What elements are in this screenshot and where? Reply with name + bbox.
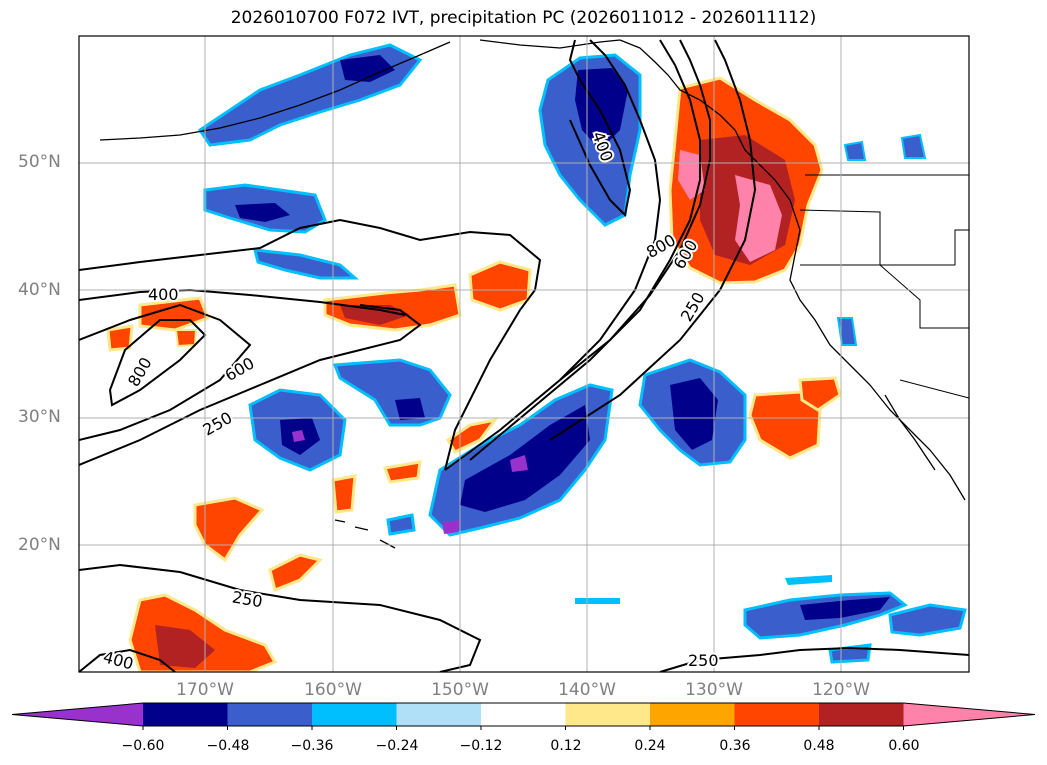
map-title: 2026010700 F072 IVT, precipitation PC (2… [230,8,817,28]
bc-negative-small-2 [900,133,927,159]
contour-label: 250 [231,587,264,611]
lat-label-20: 20°N [18,535,61,555]
contour-250-west-lower [79,304,422,466]
colorbar-segment [819,703,904,726]
contour-se-250 [659,646,969,672]
state-line-1 [799,209,881,265]
colorbar-tick-label: 0.12 [550,738,582,754]
graticule [79,36,969,672]
mid-positive-patch [468,260,532,312]
map-content: 400 800 600 250 800 600 250 400 250 400 … [79,36,969,673]
colorbar [11,702,1036,730]
contour-label: 800 [124,354,156,390]
colorbar-segment [396,703,482,726]
central-negative-patch [332,358,452,427]
colorbar-tick-label: −0.24 [375,738,419,754]
contour-label: 250 [677,289,709,325]
subtropical-purple-2 [442,520,460,534]
state-line-3 [879,264,969,329]
colorbar-tick-label: −0.48 [206,738,250,754]
sw-small-negative [386,513,416,536]
west-positive-patch-2 [106,324,134,352]
contour-label: 400 [148,285,179,304]
s-positive-patch-2 [268,553,323,593]
contour-label: 600 [222,353,258,385]
negative-precip-patches [197,43,967,664]
contour-jet-4 [568,39,632,218]
north-america-coast [619,39,966,501]
lon-label-130w: 130°W [685,680,743,700]
hawaii-islands [334,519,396,549]
aleutian-core-negative [340,55,395,82]
east-core-patch [670,378,718,450]
lon-label-120w: 120°W [812,680,870,700]
mexico-border [899,379,969,399]
political-boundaries [799,174,969,399]
contour-600 [79,303,252,441]
s-positive-patch-3 [331,474,357,514]
contour-jet-east [549,39,757,441]
contour-jet-1 [444,39,711,471]
south-core-patch [155,625,215,668]
contour-jet-2 [469,39,701,461]
state-line-4 [954,229,969,265]
coastlines [99,39,966,549]
contour-label: 250 [688,651,719,670]
pnw-max-patch [735,175,782,262]
baja-coast [884,394,936,471]
gulf-alaska-core-patch [575,68,628,150]
se-negative-2 [888,603,967,637]
lon-label-150w: 150°W [431,680,489,700]
subtropical-purple-1 [510,455,528,472]
east-positive-patch-2 [798,376,842,412]
colorbar-extend-max [903,703,1035,726]
s-negative-small-2 [785,575,832,585]
se-core-negative [800,597,890,620]
s-negative-small [575,598,620,604]
colorbar-tick-label: −0.36 [290,738,334,754]
aleutian-chain [99,41,451,141]
contour-south-250 [79,563,482,672]
colorbar-segment [565,703,651,726]
lat-label-40: 40°N [18,280,61,300]
west-positive-patch-3 [174,329,198,348]
s-positive-patch-5 [382,460,422,484]
colorbar-tick-label: 0.48 [803,738,835,754]
colorbar-tick-label: 0.36 [719,738,751,754]
lon-label-160w: 160°W [304,680,362,700]
contour-400 [79,288,406,316]
ivt-contours [79,39,969,672]
contour-label: 400 [101,647,135,673]
colorbar-segment [734,703,820,726]
colorbar-segment [481,703,566,726]
lon-label-170w: 170°W [176,680,234,700]
central-core-negative [395,398,425,420]
contour-jet-3 [559,39,662,381]
contour-250-west [79,218,542,471]
lon-label-140w: 140°W [558,680,616,700]
plot-frame [78,35,970,673]
colorbar-tick-label: 0.60 [888,738,920,754]
alaska-coast [479,39,621,49]
west-purple [292,430,305,442]
contour-south-400 [79,648,176,672]
colorbar-segment [650,703,735,726]
lat-label-50: 50°N [18,152,61,172]
colorbar-segment [227,703,313,726]
north-band-negative [253,248,360,280]
colorbar-segment [312,703,397,726]
colorbar-tick-label: −0.60 [121,738,165,754]
aleutian-negative-patch [197,43,423,147]
colorbar-extend-min [12,703,143,726]
north-core-negative [235,203,290,222]
lat-label-30: 30°N [18,407,61,427]
colorbar-segment [143,703,228,726]
colorbar-tick-label: 0.24 [634,738,666,754]
positive-precip-patches [106,76,842,672]
bc-negative-small [843,140,867,161]
colorbar-tick-label: −0.12 [459,738,503,754]
